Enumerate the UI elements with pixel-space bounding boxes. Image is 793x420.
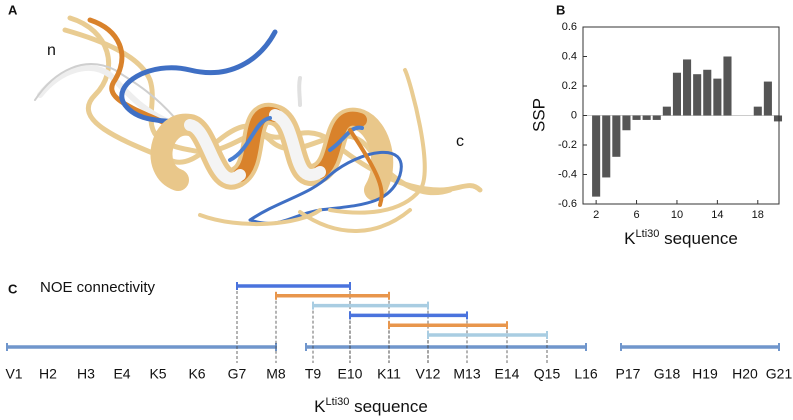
residue-label: G7	[228, 366, 247, 382]
sequence-axis-label: KLti30 sequence	[314, 396, 428, 417]
y-tick-label: 0.2	[562, 80, 577, 92]
residue-label: E4	[113, 366, 130, 382]
y-tick-label: 0.6	[562, 21, 577, 33]
residue-label: H19	[692, 366, 718, 382]
residue-label: V1	[5, 366, 22, 382]
noe-title: NOE connectivity	[40, 279, 156, 296]
bar	[652, 115, 661, 120]
residue-label: P17	[616, 366, 641, 382]
bar	[642, 115, 651, 120]
sequence-label-base: K	[314, 397, 326, 416]
residue-label: H2	[39, 366, 57, 382]
y-tick-label: -0.6	[558, 198, 577, 210]
panel-label: B	[556, 2, 565, 17]
protein-structure	[34, 15, 483, 233]
n-terminus-label: n	[47, 42, 56, 59]
residue-label: H20	[732, 366, 758, 382]
y-tick-label: -0.2	[558, 139, 577, 151]
residue-label: M8	[266, 366, 286, 382]
bar	[632, 115, 641, 120]
c-terminus-label: c	[456, 133, 464, 150]
panel-label: A	[8, 2, 18, 17]
x-tick-label: 6	[633, 209, 639, 221]
bar	[672, 72, 681, 116]
bar	[662, 106, 671, 116]
y-tick-label: 0.4	[562, 50, 577, 62]
bar	[683, 59, 692, 116]
residue-label: V12	[416, 366, 441, 382]
bar	[773, 115, 783, 122]
y-tick-label: -0.4	[558, 168, 577, 180]
residue-label: E14	[495, 366, 520, 382]
sequence-label-rest: sequence	[349, 397, 427, 416]
x-tick-label: 2	[593, 209, 599, 221]
residue-label: G21	[766, 366, 793, 382]
x-axis-label: KLti30 sequence	[624, 228, 738, 249]
bar	[592, 115, 601, 197]
bar	[602, 115, 611, 178]
residue-label: Q15	[534, 366, 561, 382]
residue-label: T9	[305, 366, 322, 382]
sequence-label-sup: Lti30	[326, 396, 350, 408]
residue-label: K5	[149, 366, 166, 382]
residue-label: L16	[574, 366, 598, 382]
x-tick-label: 14	[711, 209, 723, 221]
y-tick-label: 0	[571, 109, 577, 121]
residue-label: G18	[654, 366, 681, 382]
bar	[703, 69, 712, 116]
residue-label: E10	[338, 366, 363, 382]
x-axis-label-base: K	[624, 229, 636, 248]
bar	[763, 81, 772, 116]
x-axis-label-sup: Lti30	[636, 228, 660, 240]
bar	[753, 106, 762, 116]
residue-label: K11	[377, 366, 401, 382]
residue-label: H3	[77, 366, 95, 382]
residue-label: K6	[188, 366, 205, 382]
y-axis-label: SSP	[529, 98, 548, 132]
bar	[723, 56, 732, 116]
residue-label: M13	[453, 366, 480, 382]
plot-frame	[582, 26, 780, 205]
x-tick-label: 18	[752, 209, 764, 221]
bar	[693, 74, 702, 116]
x-axis-label-rest: sequence	[659, 229, 737, 248]
x-tick-label: 10	[671, 209, 683, 221]
bar	[713, 78, 722, 116]
bar	[622, 115, 631, 131]
bar	[612, 115, 621, 157]
panel-label: C	[8, 281, 18, 296]
